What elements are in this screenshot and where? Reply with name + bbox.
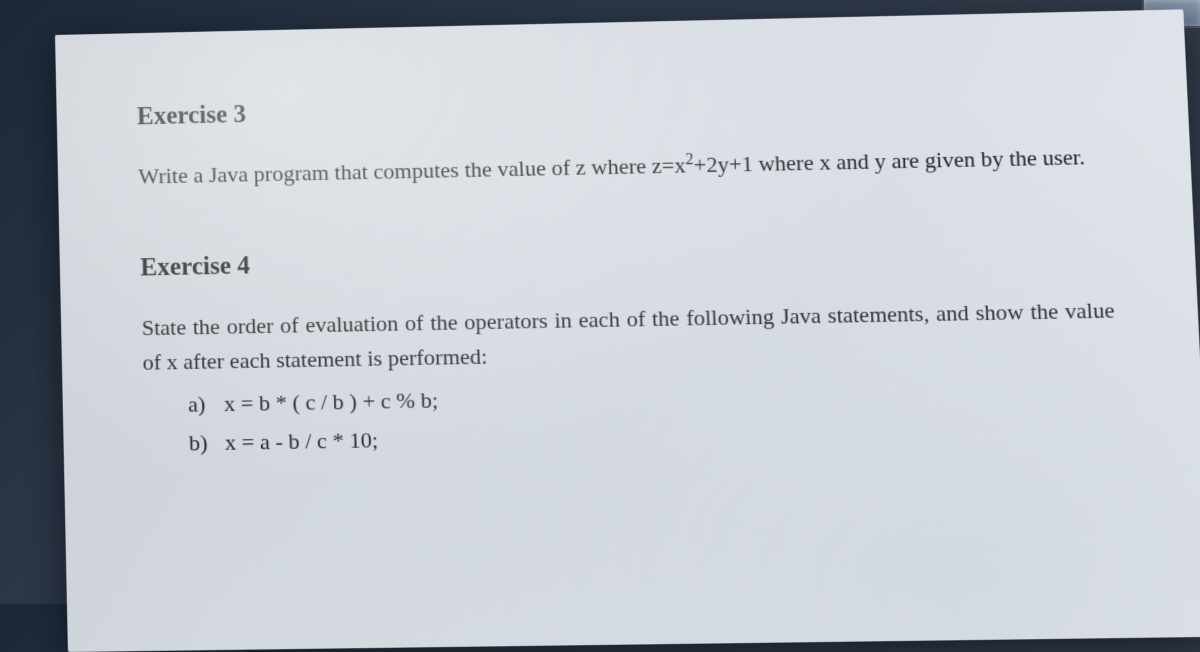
item-code-a: x = b * ( c / b ) + c % b;: [224, 387, 439, 416]
exercise-4-body: State the order of evaluation of the ope…: [141, 293, 1120, 462]
exercise-4-intro: State the order of evaluation of the ope…: [141, 297, 1115, 375]
exercise-3-heading: Exercise 3: [137, 82, 1106, 131]
item-code-b: x = a - b / c * 10;: [225, 427, 379, 455]
exercise-3-text-suffix: +2y+1 where x and y are given by the use…: [693, 144, 1085, 177]
exercise-3-body: Write a Java program that computes the v…: [138, 139, 1108, 193]
item-letter-a: a): [188, 385, 219, 424]
document-page: Exercise 3 Write a Java program that com…: [55, 9, 1200, 652]
exercise-4-heading: Exercise 4: [140, 236, 1112, 283]
item-letter-b: b): [189, 423, 220, 462]
exercise-4-items: a) x = b * ( c / b ) + c % b; b) x = a -…: [143, 369, 1121, 462]
exercise-3-text-prefix: Write a Java program that computes the v…: [138, 152, 686, 189]
